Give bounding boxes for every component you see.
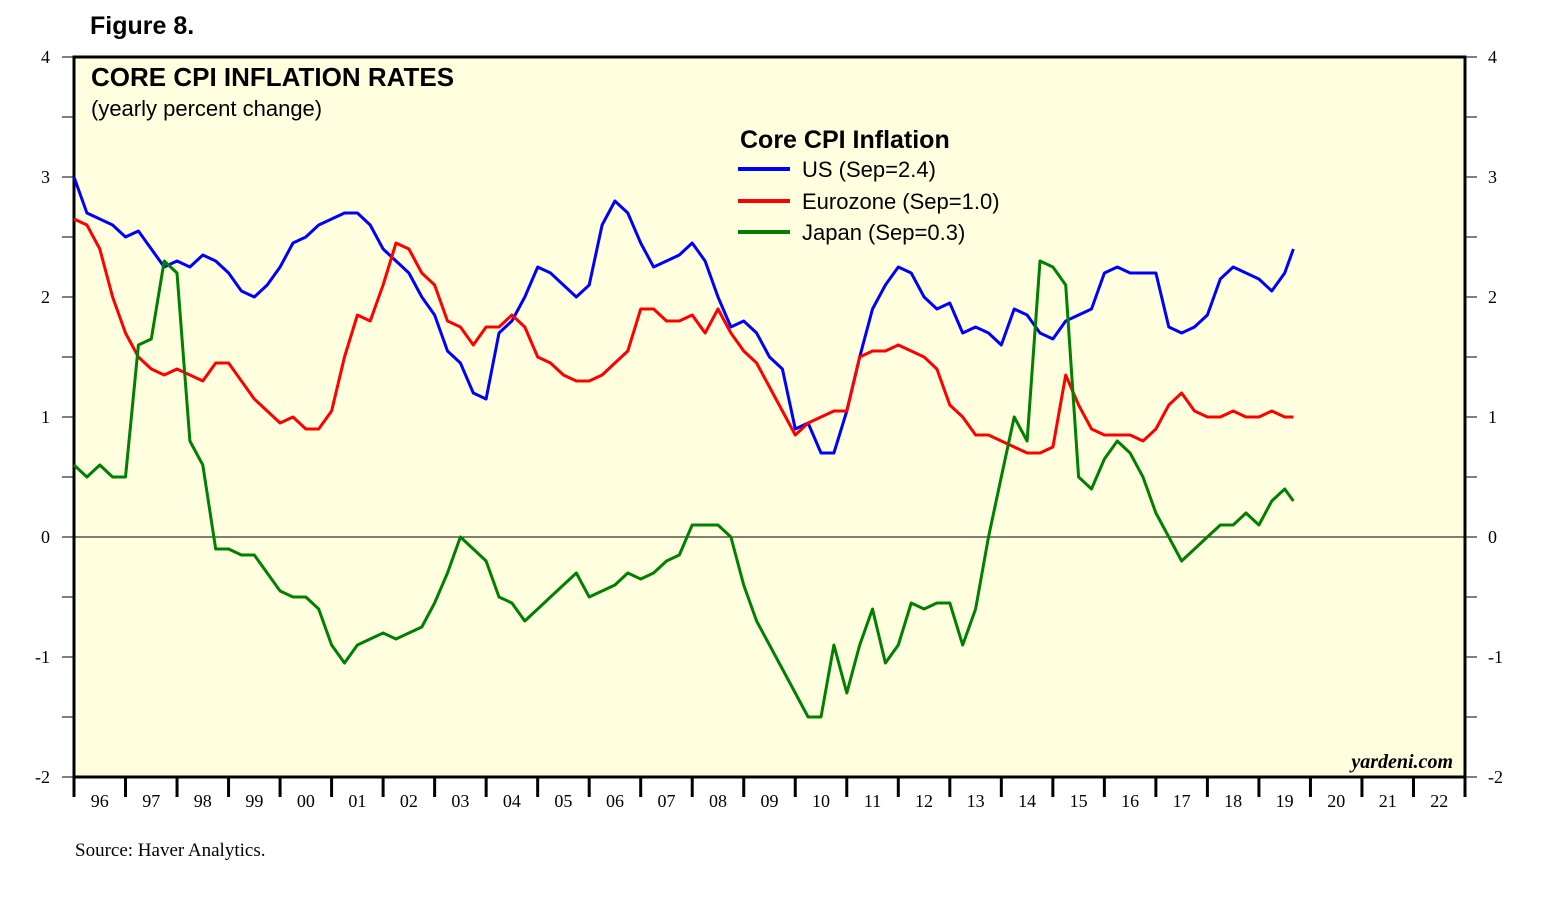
x-tick-label: 20 — [1327, 791, 1345, 811]
y-tick-label-right: 3 — [1488, 167, 1497, 187]
source-note: Source: Haver Analytics. — [75, 840, 266, 861]
x-ticks: 96 97 98 99 00 01 02 03 04 05 06 07 08 09 10 11 12 13 14 15… — [72, 777, 1467, 811]
chart-subtitle: (yearly percent change) — [91, 96, 322, 121]
x-tick-label: 98 — [194, 791, 212, 811]
legend-label-us: US (Sep=2.4) — [802, 157, 936, 182]
x-tick-label: 21 — [1379, 791, 1397, 811]
y-tick-label-right: -1 — [1488, 647, 1503, 667]
x-tick-label: 14 — [1018, 791, 1036, 811]
y-tick-label-right: 4 — [1488, 47, 1497, 67]
legend-title: Core CPI Inflation — [740, 126, 950, 154]
chart-title: CORE CPI INFLATION RATES — [91, 62, 454, 92]
x-tick-label: 18 — [1224, 791, 1242, 811]
x-tick-label: 19 — [1276, 791, 1294, 811]
y-tick-label-left: -1 — [35, 647, 50, 667]
series-lines — [72, 176, 1295, 719]
x-tick-label: 11 — [864, 791, 881, 811]
y-ticks-left: -2 -1 0 1 2 3 4 — [35, 47, 74, 787]
y-tick-label-left: -2 — [35, 767, 50, 787]
y-tick-label-right: 0 — [1488, 527, 1497, 547]
y-tick-label-left: 0 — [41, 527, 50, 547]
series-japan-line — [72, 259, 1295, 719]
y-tick-label-right: -2 — [1488, 767, 1503, 787]
legend-label-eurozone: Eurozone (Sep=1.0) — [802, 189, 1000, 214]
x-tick-label: 16 — [1121, 791, 1139, 811]
watermark: yardeni.com — [1349, 751, 1453, 773]
legend-label-japan: Japan (Sep=0.3) — [802, 220, 965, 245]
y-tick-label-left: 1 — [41, 407, 50, 427]
x-tick-label: 97 — [142, 791, 160, 811]
y-tick-label-right: 2 — [1488, 287, 1497, 307]
x-tick-label: 09 — [761, 791, 779, 811]
y-ticks-right: -2 -1 0 1 2 3 4 — [1465, 47, 1503, 787]
figure-label: Figure 8. — [90, 12, 195, 40]
x-tick-label: 15 — [1070, 791, 1088, 811]
x-tick-label: 12 — [915, 791, 933, 811]
x-tick-label: 17 — [1173, 791, 1191, 811]
x-tick-label: 02 — [400, 791, 418, 811]
legend: Core CPI Inflation US (Sep=2.4) Eurozone… — [738, 126, 1000, 245]
x-tick-label: 96 — [91, 791, 109, 811]
x-tick-label: 06 — [606, 791, 624, 811]
x-tick-label: 08 — [709, 791, 727, 811]
series-us-line — [72, 176, 1295, 455]
x-tick-label: 99 — [245, 791, 263, 811]
y-tick-label-left: 2 — [41, 287, 50, 307]
x-tick-label: 00 — [297, 791, 315, 811]
x-tick-label: 03 — [451, 791, 469, 811]
x-tick-label: 10 — [812, 791, 830, 811]
series-eurozone-line — [73, 217, 1294, 455]
y-tick-label-left: 4 — [41, 47, 50, 67]
x-tick-label: 04 — [503, 791, 521, 811]
x-tick-label: 13 — [967, 791, 985, 811]
x-tick-label: 01 — [348, 791, 366, 811]
plot-area — [72, 55, 1467, 779]
y-tick-label-left: 3 — [41, 167, 50, 187]
x-tick-label: 07 — [657, 791, 675, 811]
y-tick-label-right: 1 — [1488, 407, 1497, 427]
x-tick-label: 22 — [1430, 791, 1448, 811]
x-tick-label: 05 — [554, 791, 572, 811]
